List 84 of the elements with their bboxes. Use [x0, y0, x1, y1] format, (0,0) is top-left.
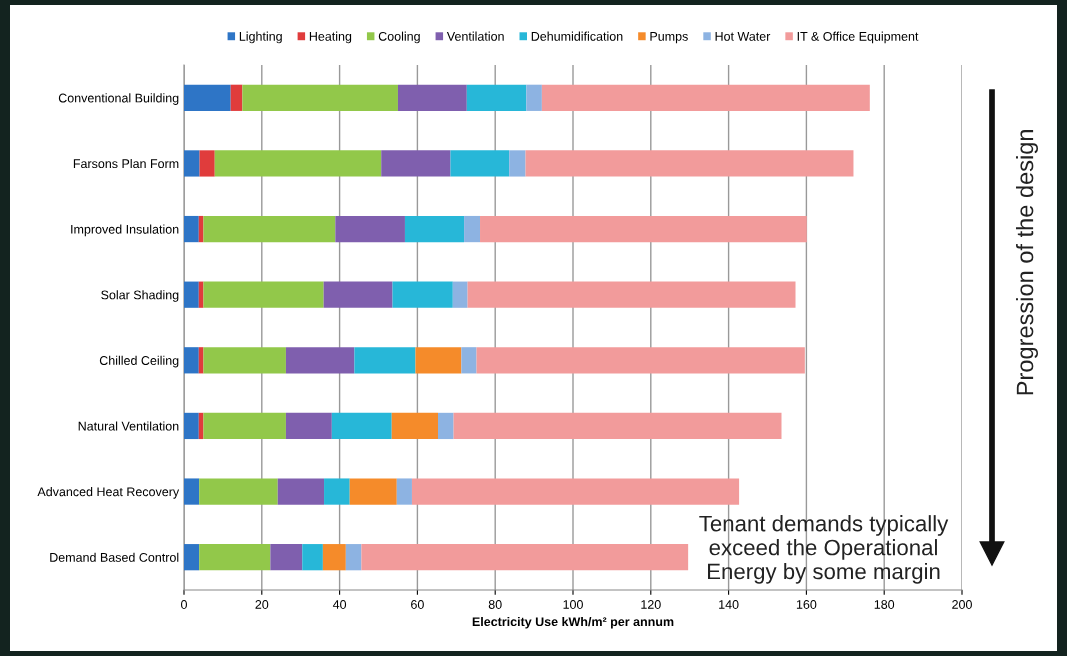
legend-label: Heating	[309, 31, 352, 44]
y-tick-label: Demand Based Control	[50, 552, 179, 562]
x-tick-label: 180	[874, 600, 895, 609]
bar	[184, 544, 200, 571]
bar	[476, 347, 805, 374]
bar	[461, 347, 477, 374]
y-tick-label: Natural Ventilation	[78, 421, 179, 431]
bar	[285, 347, 355, 374]
legend-label: Lighting	[239, 31, 282, 44]
bar	[203, 215, 336, 243]
bar	[526, 84, 542, 111]
bar	[354, 347, 416, 374]
bar	[184, 478, 200, 505]
bar	[396, 478, 412, 505]
bar	[415, 347, 462, 374]
bar	[184, 412, 199, 440]
legend-label: Ventilation	[446, 31, 504, 41]
bar	[277, 478, 325, 505]
y-tick-label: Improved Insulation	[71, 224, 179, 237]
x-tick-label: 80	[488, 600, 502, 609]
y-tick-label: Chilled Ceiling	[99, 355, 179, 368]
y-tick-label: Farsons Plan Form	[73, 158, 179, 169]
x-tick-label: 100	[563, 600, 583, 609]
x-tick-label: 20	[255, 600, 269, 609]
bar	[411, 478, 740, 505]
bar	[404, 215, 465, 243]
x-tick-label: 200	[952, 600, 972, 609]
bar	[381, 150, 451, 177]
bar	[349, 478, 397, 505]
bar	[323, 281, 393, 308]
bar	[392, 281, 453, 308]
bar	[331, 412, 392, 440]
bar	[509, 150, 526, 177]
bar	[541, 84, 870, 111]
legend-label: Hot Water	[715, 32, 771, 41]
x-tick-label: 140	[719, 600, 739, 609]
bar	[184, 150, 200, 177]
x-tick-label: 60	[411, 600, 424, 609]
bar	[464, 215, 481, 243]
bar	[361, 544, 689, 571]
legend-label: IT & Office Equipment	[797, 31, 919, 44]
bar	[525, 150, 854, 177]
bar	[345, 544, 362, 571]
bar	[199, 478, 278, 505]
bar	[199, 150, 215, 177]
legend-label: Pumps	[650, 32, 688, 44]
bar	[203, 347, 286, 374]
x-tick-label: 40	[332, 600, 347, 609]
bar	[214, 150, 382, 177]
bar	[480, 215, 807, 243]
bar	[184, 347, 199, 374]
y-tick-label: Conventional Building	[58, 93, 179, 105]
bar	[335, 215, 405, 243]
y-tick-label: Solar Shading	[101, 290, 179, 302]
legend-label: Cooling	[378, 31, 420, 44]
bar	[242, 84, 398, 111]
bar	[453, 412, 782, 440]
bar	[452, 281, 468, 308]
bar	[230, 84, 243, 111]
bar	[438, 412, 454, 440]
bar	[285, 412, 332, 440]
bar	[324, 478, 350, 505]
bar	[184, 281, 199, 308]
y-tick-label: Advanced Heat Recovery	[37, 487, 180, 499]
x-tick-label: 0	[181, 600, 187, 609]
x-tick-label: 160	[796, 600, 817, 609]
text: Progression of the design	[1015, 130, 1039, 395]
bar	[467, 281, 796, 308]
bar	[184, 215, 199, 243]
bar	[466, 84, 527, 111]
bar	[270, 544, 303, 571]
bar	[391, 412, 439, 440]
bar	[397, 84, 467, 111]
legend-label: Dehumidification	[531, 31, 623, 41]
bar	[450, 150, 510, 177]
annotation: Tenant demands typically exceed the Operational Energy by some margin	[699, 515, 949, 584]
bar	[322, 544, 346, 571]
bar	[203, 412, 286, 440]
bar	[184, 84, 231, 111]
bar	[199, 544, 271, 571]
bar	[302, 544, 323, 571]
x-axis-title: Electricity Use kWh/m² per annum	[472, 616, 674, 629]
bar	[203, 281, 324, 308]
x-tick-label: 120	[641, 600, 661, 609]
